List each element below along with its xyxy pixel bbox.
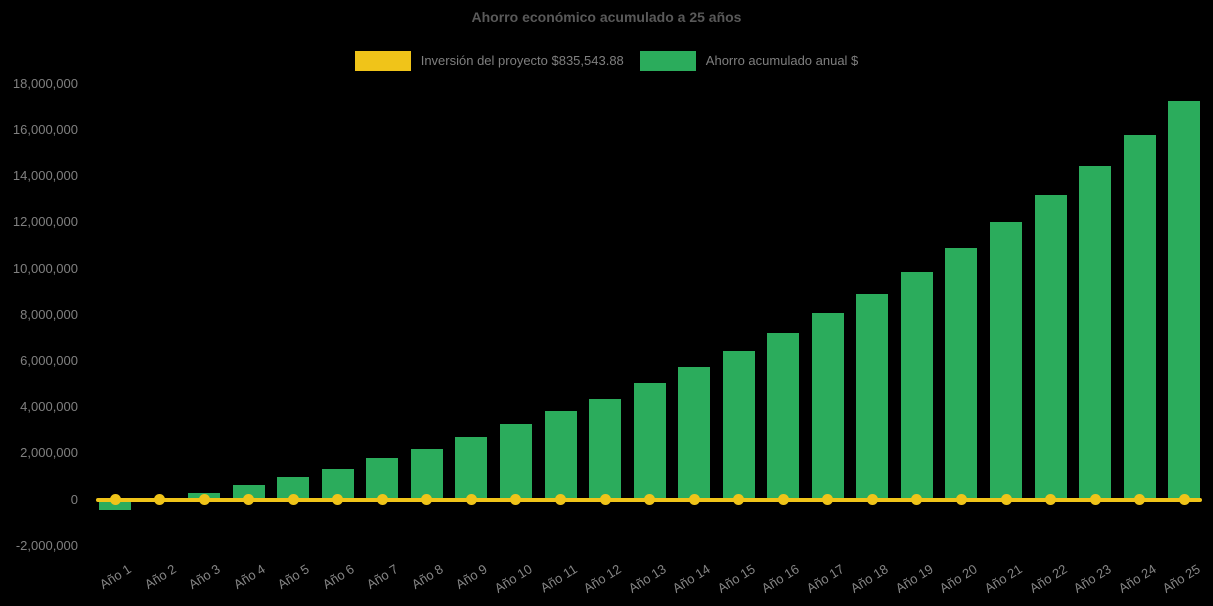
- bar-año-23: [1079, 166, 1112, 500]
- bar-año-24: [1123, 135, 1156, 500]
- investment-swatch: [354, 51, 411, 71]
- investment-line-marker: [465, 494, 477, 505]
- y-axis-tick-label: 10,000,000: [12, 260, 78, 276]
- investment-line-marker: [332, 494, 344, 505]
- investment-line-marker: [822, 494, 834, 505]
- savings-legend-label: Ahorro acumulado anual $: [705, 53, 859, 68]
- y-axis-tick-label: 2,000,000: [20, 445, 78, 461]
- bar-año-13: [633, 383, 666, 500]
- investment-line-marker: [733, 494, 745, 505]
- investment-line-marker: [154, 494, 166, 505]
- bar-año-22: [1034, 195, 1067, 500]
- investment-line-marker: [1178, 494, 1190, 505]
- legend: Inversión del proyecto $835,543.88 Ahorr…: [0, 51, 1213, 71]
- y-axis-tick-label: 18,000,000: [12, 75, 78, 91]
- bar-año-9: [455, 437, 488, 500]
- legend-item-investment: Inversión del proyecto $835,543.88: [354, 51, 624, 71]
- bar-año-7: [366, 458, 399, 500]
- investment-line-marker: [1000, 494, 1012, 505]
- investment-line-marker: [198, 494, 210, 505]
- investment-line-marker: [777, 494, 789, 505]
- investment-line-marker: [243, 494, 255, 505]
- investment-line-marker: [955, 494, 967, 505]
- investment-line-marker: [555, 494, 566, 505]
- investment-legend-label: Inversión del proyecto $835,543.88: [420, 53, 624, 68]
- y-axis-tick-label: 16,000,000: [12, 121, 78, 137]
- investment-line-marker: [1045, 494, 1057, 505]
- y-axis-tick-label: 8,000,000: [20, 306, 78, 322]
- bar-año-16: [767, 333, 800, 500]
- y-axis-tick-label: 14,000,000: [12, 168, 78, 184]
- y-axis-tick-label: 0: [70, 491, 78, 507]
- investment-line-marker: [1134, 494, 1146, 505]
- investment-line-marker: [866, 494, 878, 505]
- bar-año-18: [856, 293, 889, 500]
- investment-line-marker: [376, 494, 388, 505]
- bar-año-10: [499, 423, 532, 500]
- bar-año-12: [589, 398, 622, 500]
- bar-año-19: [900, 271, 933, 500]
- bar-año-8: [410, 448, 443, 500]
- bar-año-14: [678, 367, 711, 500]
- bar-año-5: [277, 477, 310, 500]
- bar-año-11: [544, 410, 577, 500]
- investment-line-marker: [109, 494, 121, 505]
- investment-line-marker: [911, 494, 923, 505]
- bar-año-21: [990, 222, 1022, 500]
- savings-swatch: [639, 51, 696, 71]
- bar-año-25: [1168, 101, 1201, 500]
- investment-line-marker: [644, 494, 656, 505]
- y-axis-tick-label: 6,000,000: [20, 352, 78, 368]
- bar-año-20: [945, 248, 978, 500]
- bar-año-15: [722, 351, 755, 500]
- investment-line-marker: [1089, 494, 1101, 505]
- bar-año-4: [232, 484, 265, 500]
- bar-año-17: [811, 313, 844, 500]
- chart-title: Ahorro económico acumulado a 25 años: [471, 9, 742, 25]
- investment-line-marker: [510, 494, 522, 505]
- investment-line-marker: [287, 494, 299, 505]
- investment-line-marker: [421, 494, 433, 505]
- y-axis-tick-label: 4,000,000: [20, 399, 78, 415]
- legend-item-savings: Ahorro acumulado anual $: [639, 51, 859, 71]
- investment-line-marker: [688, 494, 700, 505]
- y-axis-tick-label: -2,000,000: [15, 537, 78, 553]
- y-axis-tick-label: 12,000,000: [12, 214, 78, 230]
- investment-line-marker: [599, 494, 611, 505]
